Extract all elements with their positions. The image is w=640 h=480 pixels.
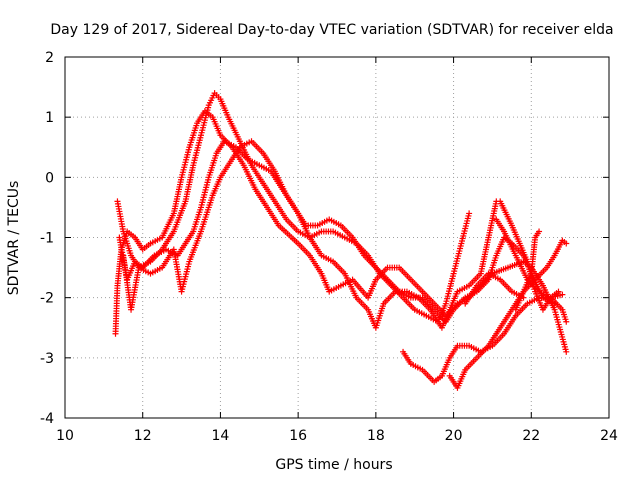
x-tick-label: 10 <box>56 428 74 444</box>
x-tick-label: 20 <box>445 428 463 444</box>
y-tick-label: -1 <box>40 231 54 247</box>
series-arc-9 <box>512 228 543 313</box>
chart-title: Day 129 of 2017, Sidereal Day-to-day VTE… <box>50 22 613 38</box>
gridlines <box>65 57 609 418</box>
series-arc-8 <box>497 198 562 313</box>
data-point <box>555 288 562 295</box>
data-point <box>563 240 570 247</box>
series-arc-4 <box>120 138 500 331</box>
series-arc-3 <box>116 138 558 325</box>
x-tick-label: 14 <box>212 428 230 444</box>
data-point <box>466 210 473 217</box>
y-tick-label: -2 <box>40 291 54 307</box>
data-point <box>536 228 543 235</box>
y-axis-label: SDTVAR / TECUs <box>6 181 22 296</box>
y-tick-label: -4 <box>40 411 54 427</box>
y-tick-label: 2 <box>45 50 54 66</box>
y-tick-label: 0 <box>45 170 54 186</box>
y-tick-label: 1 <box>45 110 54 126</box>
data-points <box>112 90 570 391</box>
series-arc-1 <box>112 108 570 355</box>
data-point <box>563 318 570 325</box>
series-arc-5 <box>400 291 566 385</box>
series-arc-6 <box>446 237 570 391</box>
x-axis-label: GPS time / hours <box>275 457 392 473</box>
data-point <box>520 294 527 301</box>
x-tick-label: 22 <box>522 428 540 444</box>
x-tick-labels: 10 12 14 16 18 20 22 24 <box>56 428 618 444</box>
x-tick-label: 16 <box>289 428 307 444</box>
x-tick-label: 24 <box>600 428 618 444</box>
data-point <box>563 348 570 355</box>
x-tick-label: 18 <box>367 428 385 444</box>
axis-ticks <box>64 56 610 419</box>
x-tick-label: 12 <box>134 428 152 444</box>
y-tick-labels: -4 -3 -2 -1 0 1 2 <box>40 50 54 427</box>
series-arc-10 <box>462 270 527 307</box>
data-point <box>559 291 566 298</box>
y-tick-label: -3 <box>40 351 54 367</box>
